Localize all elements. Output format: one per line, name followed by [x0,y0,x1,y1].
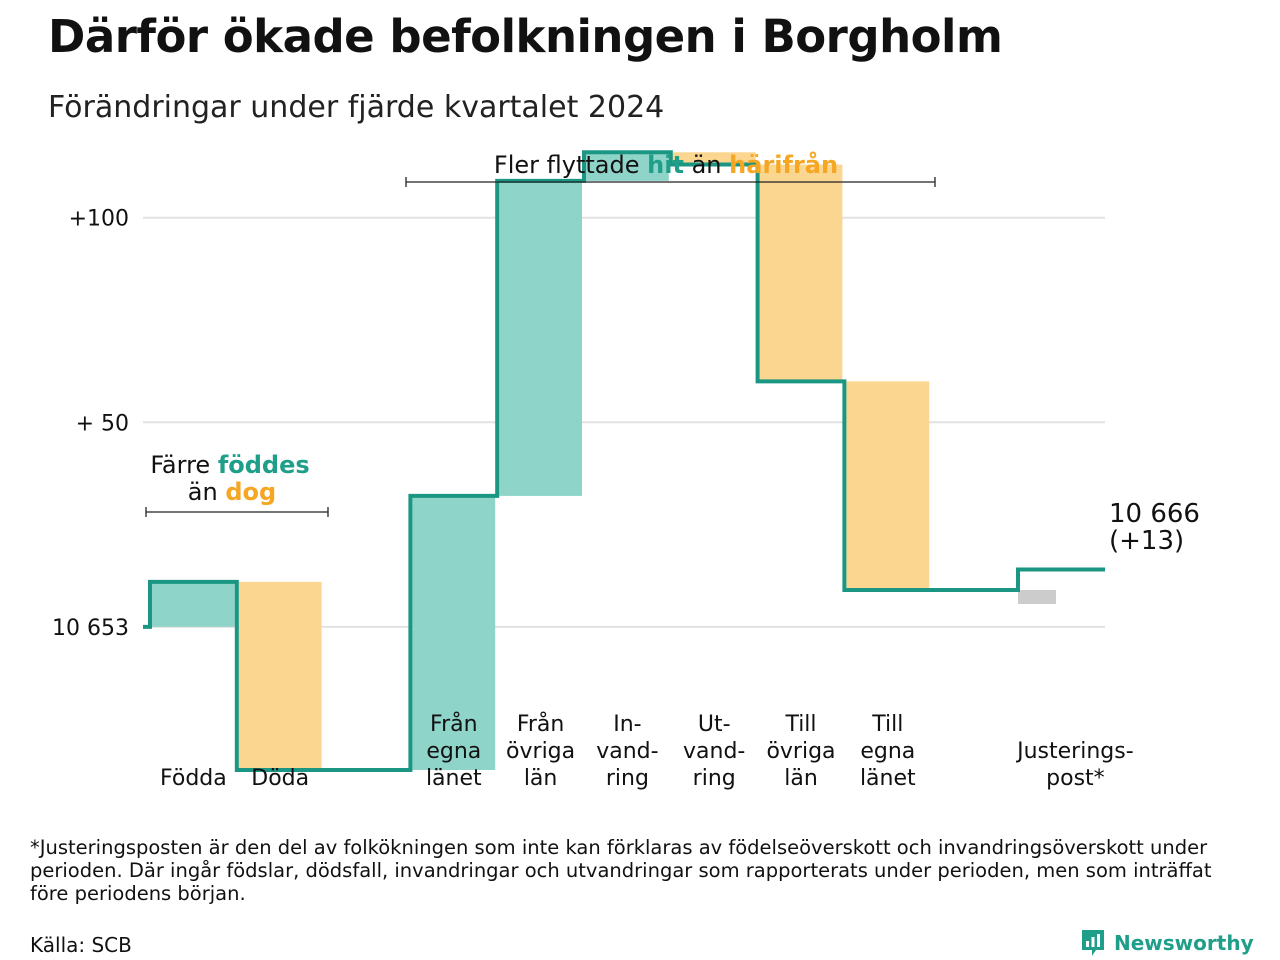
chart-title: Därför ökade befolkningen i Borgholm [48,10,1003,63]
birth-annotation-than: än [188,478,218,506]
birth-annotation-highlight-2: dog [225,478,276,506]
y-tick-label: +100 [69,207,129,232]
bar-döda [238,581,322,770]
birth-annotation-line2: än dog [188,478,276,506]
source-credit: Källa: SCB [30,933,132,957]
bar-till-övriga-län [759,164,843,382]
y-tick-label: 10 653 [52,616,129,641]
migration-annotation-text: Fler flyttade [494,151,640,179]
newsworthy-logo-text: Newsworthy [1114,931,1254,955]
end-value-label: 10 666 [1109,499,1200,529]
bar-från-egna-länet [412,495,496,770]
migration-annotation: Fler flyttade hit än härifrån [494,150,838,179]
category-label: Ut-vand-ring [683,712,745,791]
category-label: Till egna länet [860,712,916,791]
newsworthy-logo-icon [1082,930,1104,956]
y-tick-label: + 50 [76,411,129,436]
end-change-label: (+13) [1109,526,1184,556]
birth-annotation-text: Färre [150,451,210,479]
migration-annotation-highlight-2: härifrån [729,150,838,179]
migration-annotation-highlight: hit [647,151,684,179]
chart-subtitle: Förändringar under fjärde kvartalet 2024 [48,90,665,125]
birth-annotation-highlight: föddes [218,451,310,479]
category-label: Till övriga län [766,712,835,791]
category-label: Från egna länet [426,711,482,791]
category-label: Födda [160,766,227,791]
category-label: Från övriga län [506,711,575,791]
bar-från-övriga-län [499,180,582,496]
category-label: In-vand-ring [596,712,658,791]
birth-annotation-line1: Färre föddes [150,451,309,479]
waterfall-chart: 10 653 + 50 +100 Födda Döda Från egna länet Frå… [52,150,1200,791]
bar-invandring [586,152,669,181]
cumulative-step-line [143,150,1105,772]
newsworthy-logo[interactable]: Newsworthy [1080,928,1254,958]
migration-annotation-than: än [692,151,722,179]
bar-till-egna-länet [846,381,930,590]
bar-justeringspost- [1018,590,1056,604]
category-label: Döda [251,766,309,791]
bar-födda [152,581,235,627]
footnote: *Justeringsposten är den del av folkökni… [30,836,1212,905]
category-label: Justerings-post* [1015,739,1134,791]
bar-utvandring [672,152,756,165]
